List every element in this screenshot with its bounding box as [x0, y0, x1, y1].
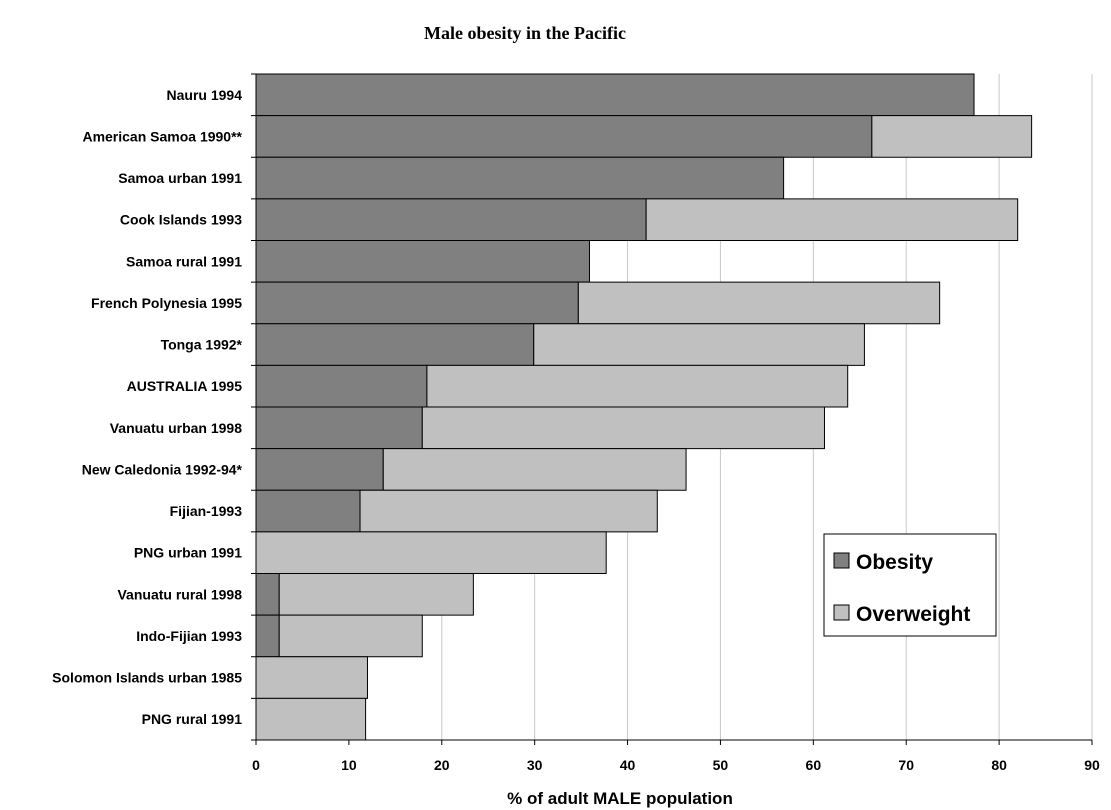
x-tick-label: 30: [527, 757, 543, 773]
bar-obesity-12: [255, 573, 280, 616]
legend-swatch-overweight: [833, 604, 850, 621]
legend-box: [823, 533, 997, 637]
x-axis-title: % of adult MALE population: [507, 789, 733, 808]
bar-overweight-14: [255, 656, 368, 699]
x-tick-label: 40: [620, 757, 636, 773]
bars: [255, 73, 1033, 741]
category-label: New Caledonia 1992-94*: [82, 461, 243, 477]
chart-title: Male obesity in the Pacific: [424, 23, 626, 43]
bar-obesity-3: [255, 198, 647, 241]
category-label: Samoa urban 1991: [118, 170, 242, 186]
category-label: PNG rural 1991: [142, 711, 243, 727]
category-label: Nauru 1994: [167, 87, 243, 103]
bar-obesity-6: [255, 323, 535, 366]
bar-obesity-1: [255, 115, 873, 158]
bar-obesity-2: [255, 156, 785, 200]
bar-obesity-9: [255, 448, 384, 491]
category-label: PNG urban 1991: [134, 545, 242, 561]
category-label: Vanuatu urban 1998: [110, 420, 242, 436]
category-label: Samoa rural 1991: [126, 253, 242, 269]
bar-obesity-8: [255, 406, 423, 450]
bar-obesity-5: [255, 281, 579, 325]
bar-obesity-0: [255, 73, 975, 117]
x-tick-label: 50: [713, 757, 729, 773]
bar-overweight-3: [645, 198, 1019, 241]
legend-swatch-obesity: [833, 552, 850, 569]
bar-overweight-10: [359, 489, 658, 533]
bar-overweight-15: [255, 697, 367, 741]
x-tick-label: 70: [898, 757, 914, 773]
x-tick-label: 60: [806, 757, 822, 773]
x-axis-ticks: 0 10 20 30 40 50 60 70 80 90: [252, 740, 1100, 773]
category-label: Indo-Fijian 1993: [136, 628, 242, 644]
category-label: Solomon Islands urban 1985: [52, 670, 242, 686]
category-label: French Polynesia 1995: [91, 295, 242, 311]
legend: Obesity Overweight: [823, 533, 997, 637]
bar-overweight-5: [577, 281, 941, 325]
bar-overweight-8: [421, 406, 825, 450]
bar-overweight-13: [278, 614, 423, 658]
category-label: Cook Islands 1993: [120, 212, 242, 228]
bar-overweight-11: [255, 531, 607, 574]
bar-obesity-4: [255, 240, 590, 283]
category-label: Vanuatu rural 1998: [117, 586, 242, 602]
x-tick-label: 0: [252, 757, 260, 773]
x-tick-label: 90: [1084, 757, 1100, 773]
y-axis-categories: Nauru 1994 American Samoa 1990** Samoa urb…: [52, 73, 256, 741]
bar-overweight-9: [382, 448, 687, 491]
category-label: Tonga 1992*: [161, 337, 243, 353]
category-label: American Samoa 1990**: [82, 128, 242, 144]
bar-overweight-6: [533, 323, 865, 366]
category-label: Fijian-1993: [170, 503, 243, 519]
x-tick-label: 80: [991, 757, 1007, 773]
bar-obesity-10: [255, 489, 361, 533]
bar-overweight-12: [278, 573, 474, 616]
legend-label-overweight: Overweight: [856, 603, 970, 626]
category-label: AUSTRALIA 1995: [127, 378, 243, 394]
x-tick-label: 10: [341, 757, 357, 773]
bar-obesity-7: [255, 364, 428, 408]
legend-label-obesity: Obesity: [856, 551, 933, 574]
bar-overweight-7: [426, 364, 849, 408]
x-tick-label: 20: [434, 757, 450, 773]
bar-obesity-13: [255, 614, 280, 658]
bar-overweight-1: [871, 115, 1033, 158]
